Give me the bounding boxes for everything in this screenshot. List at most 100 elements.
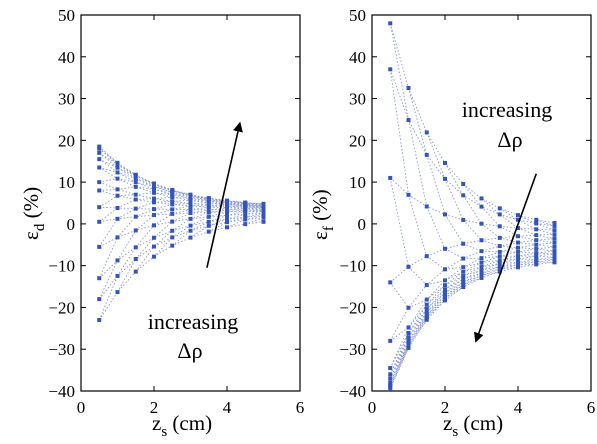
data-point: [406, 341, 411, 346]
data-point: [516, 265, 520, 270]
series-mesh-line: [444, 178, 464, 221]
series-mesh-line: [190, 225, 209, 238]
left-series-group: [98, 146, 264, 321]
series-mesh-line: [99, 178, 118, 183]
y-tick-label: −10: [339, 257, 366, 276]
data-point: [424, 254, 429, 259]
right-x-ticks: 0 2 4 6: [368, 15, 595, 417]
series-line: [99, 181, 264, 209]
series-mesh-line: [172, 218, 191, 232]
series-mesh-line: [226, 202, 246, 205]
data-point: [388, 372, 393, 377]
data-point: [516, 240, 520, 245]
data-point: [534, 242, 539, 247]
data-point: [206, 223, 211, 228]
data-point: [97, 165, 102, 170]
data-point: [443, 287, 447, 292]
data-point: [479, 273, 484, 278]
data-point: [170, 202, 175, 207]
data-point: [225, 220, 229, 225]
data-point: [115, 187, 120, 192]
data-point: [534, 221, 539, 226]
data-point: [170, 235, 175, 240]
series-mesh-line: [135, 186, 155, 190]
data-point: [388, 366, 393, 371]
series-mesh-line: [245, 208, 264, 211]
x-tick-label: 2: [150, 398, 159, 417]
data-point: [516, 257, 520, 262]
series-mesh-line: [172, 194, 191, 198]
data-point: [424, 315, 429, 320]
series-mesh-line: [536, 244, 555, 248]
data-point: [534, 259, 539, 264]
series-mesh-line: [208, 199, 228, 202]
series-mesh-line: [99, 195, 118, 208]
data-point: [497, 269, 502, 274]
x-tick-label: 0: [77, 398, 86, 417]
series-mesh-line: [153, 203, 173, 210]
data-point: [225, 213, 229, 218]
data-point: [133, 228, 138, 233]
series-mesh-line: [481, 198, 501, 215]
data-point: [188, 228, 193, 233]
data-point: [424, 302, 429, 307]
series-mesh-line: [499, 261, 519, 264]
series-mesh-line: [117, 186, 136, 190]
y-tick-label: 50: [58, 6, 75, 25]
data-point: [97, 157, 102, 162]
data-point: [170, 228, 175, 233]
data-point: [534, 246, 539, 251]
series-line: [390, 233, 555, 283]
series-mesh-line: [172, 205, 191, 210]
series-mesh-line: [245, 210, 264, 215]
data-point: [225, 198, 229, 203]
data-point: [497, 244, 502, 249]
series-mesh-line: [99, 152, 118, 165]
data-point: [188, 235, 193, 240]
data-point: [424, 310, 429, 315]
data-point: [206, 203, 211, 208]
y-tick-label: 40: [349, 48, 366, 67]
series-mesh-line: [444, 162, 464, 196]
data-point: [443, 290, 447, 295]
data-point: [388, 384, 393, 389]
series-mesh-line: [245, 213, 264, 218]
data-point: [552, 255, 557, 260]
series-mesh-line: [481, 239, 500, 247]
data-point: [497, 261, 502, 266]
data-point: [170, 243, 175, 248]
series-mesh-line: [426, 295, 446, 313]
data-point: [133, 176, 138, 181]
series-mesh-line: [190, 204, 209, 207]
series-mesh-line: [208, 200, 228, 203]
series-line: [389, 250, 555, 379]
left-x-axis-label: zs (cm): [152, 411, 212, 440]
series-mesh-line: [117, 247, 137, 277]
data-point: [170, 207, 175, 212]
data-point: [479, 221, 484, 226]
data-point: [534, 217, 539, 222]
series-mesh-line: [517, 242, 537, 246]
data-point: [552, 260, 557, 265]
series-mesh-line: [499, 258, 519, 261]
data-point: [206, 214, 211, 219]
x-tick-label: 6: [296, 398, 305, 417]
data-point: [133, 245, 138, 250]
series-mesh-line: [245, 217, 264, 225]
series-mesh-line: [481, 250, 500, 253]
data-point: [516, 245, 520, 250]
series-mesh-line: [172, 203, 191, 205]
data-point: [170, 211, 175, 216]
series-mesh-line: [444, 281, 464, 294]
data-point: [479, 264, 484, 269]
data-point: [552, 249, 557, 254]
data-point: [225, 225, 229, 230]
series-mesh-line: [389, 177, 409, 267]
data-point: [534, 233, 539, 238]
data-point: [497, 224, 502, 229]
series-mesh-line: [135, 201, 155, 210]
series-mesh-line: [98, 237, 118, 279]
data-point: [406, 345, 411, 350]
data-point: [497, 212, 502, 217]
